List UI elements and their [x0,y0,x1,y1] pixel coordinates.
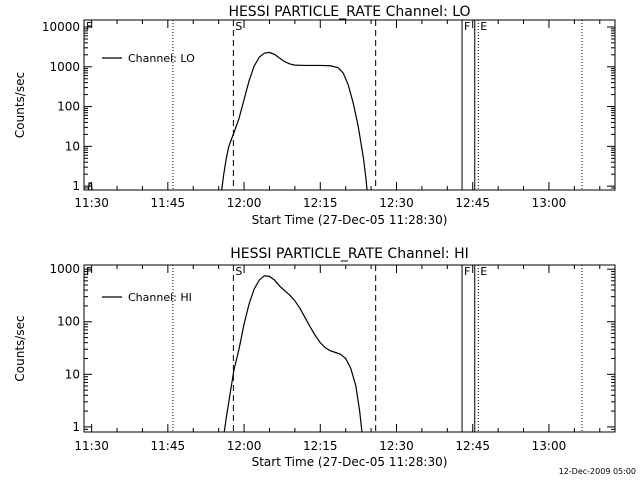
x-tick-label: 12:00 [227,196,262,210]
x-tick-label: 12:15 [303,196,338,210]
y-tick-label: 10 [65,139,80,153]
x-tick-label: 11:45 [151,196,186,210]
x-tick-label: 11:45 [151,439,186,453]
corner-flag-label: F [86,20,92,33]
footer-timestamp: 12-Dec-2009 05:00 [559,467,636,476]
y-tick-label: 1 [72,179,80,193]
x-tick-label: 13:00 [532,196,567,210]
x-axis-label: Start Time (27-Dec-05 11:28:30) [252,213,448,227]
time-marker-label: E [480,265,487,278]
y-tick-label: 10 [65,367,80,381]
chart-panel-0: HESSI PARTICLE_RATE Channel: LOS F EF11010… [13,4,616,227]
legend-label: Channel: HI [128,291,192,304]
x-tick-label: 12:30 [379,196,414,210]
y-axis-label: Counts/sec [13,72,27,138]
time-marker-label: F [464,20,470,33]
chart-title: HESSI PARTICLE_RATE Channel: LO [228,4,470,20]
x-tick-label: 12:15 [303,439,338,453]
x-tick-label: 13:00 [532,439,567,453]
x-tick-label: 12:45 [455,196,490,210]
series-line-0-0 [221,51,368,190]
y-tick-label: 1 [72,420,80,434]
y-axis-label: Counts/sec [13,315,27,381]
legend-label: Channel: LO [128,52,195,65]
x-axis-label: Start Time (27-Dec-05 11:28:30) [252,455,448,469]
x-tick-label: 11:30 [74,196,109,210]
x-tick-label: 12:30 [379,439,414,453]
x-tick-label: 12:00 [227,439,262,453]
y-tick-label: 1000 [49,262,80,276]
plot-frame [83,19,616,191]
chart-title: HESSI PARTICLE_RATE Channel: HI [230,246,468,262]
y-tick-label: 100 [57,100,80,114]
y-tick-label: 100 [57,315,80,329]
time-marker-label: F [464,265,470,278]
x-tick-label: 11:30 [74,439,109,453]
plot-frame [83,264,616,433]
y-tick-label: 1000 [49,60,80,74]
x-tick-label: 12:45 [455,439,490,453]
series-line-0-1 [87,182,93,190]
y-tick-label: 10000 [42,20,80,34]
corner-flag-label: F [86,265,92,278]
time-marker-label: S [235,20,242,33]
time-marker-label: S [235,265,242,278]
chart-panel-1: HESSI PARTICLE_RATE Channel: HIS F EF11010… [13,246,616,469]
series-line-1-0 [223,275,363,432]
time-marker-label: E [480,20,487,33]
